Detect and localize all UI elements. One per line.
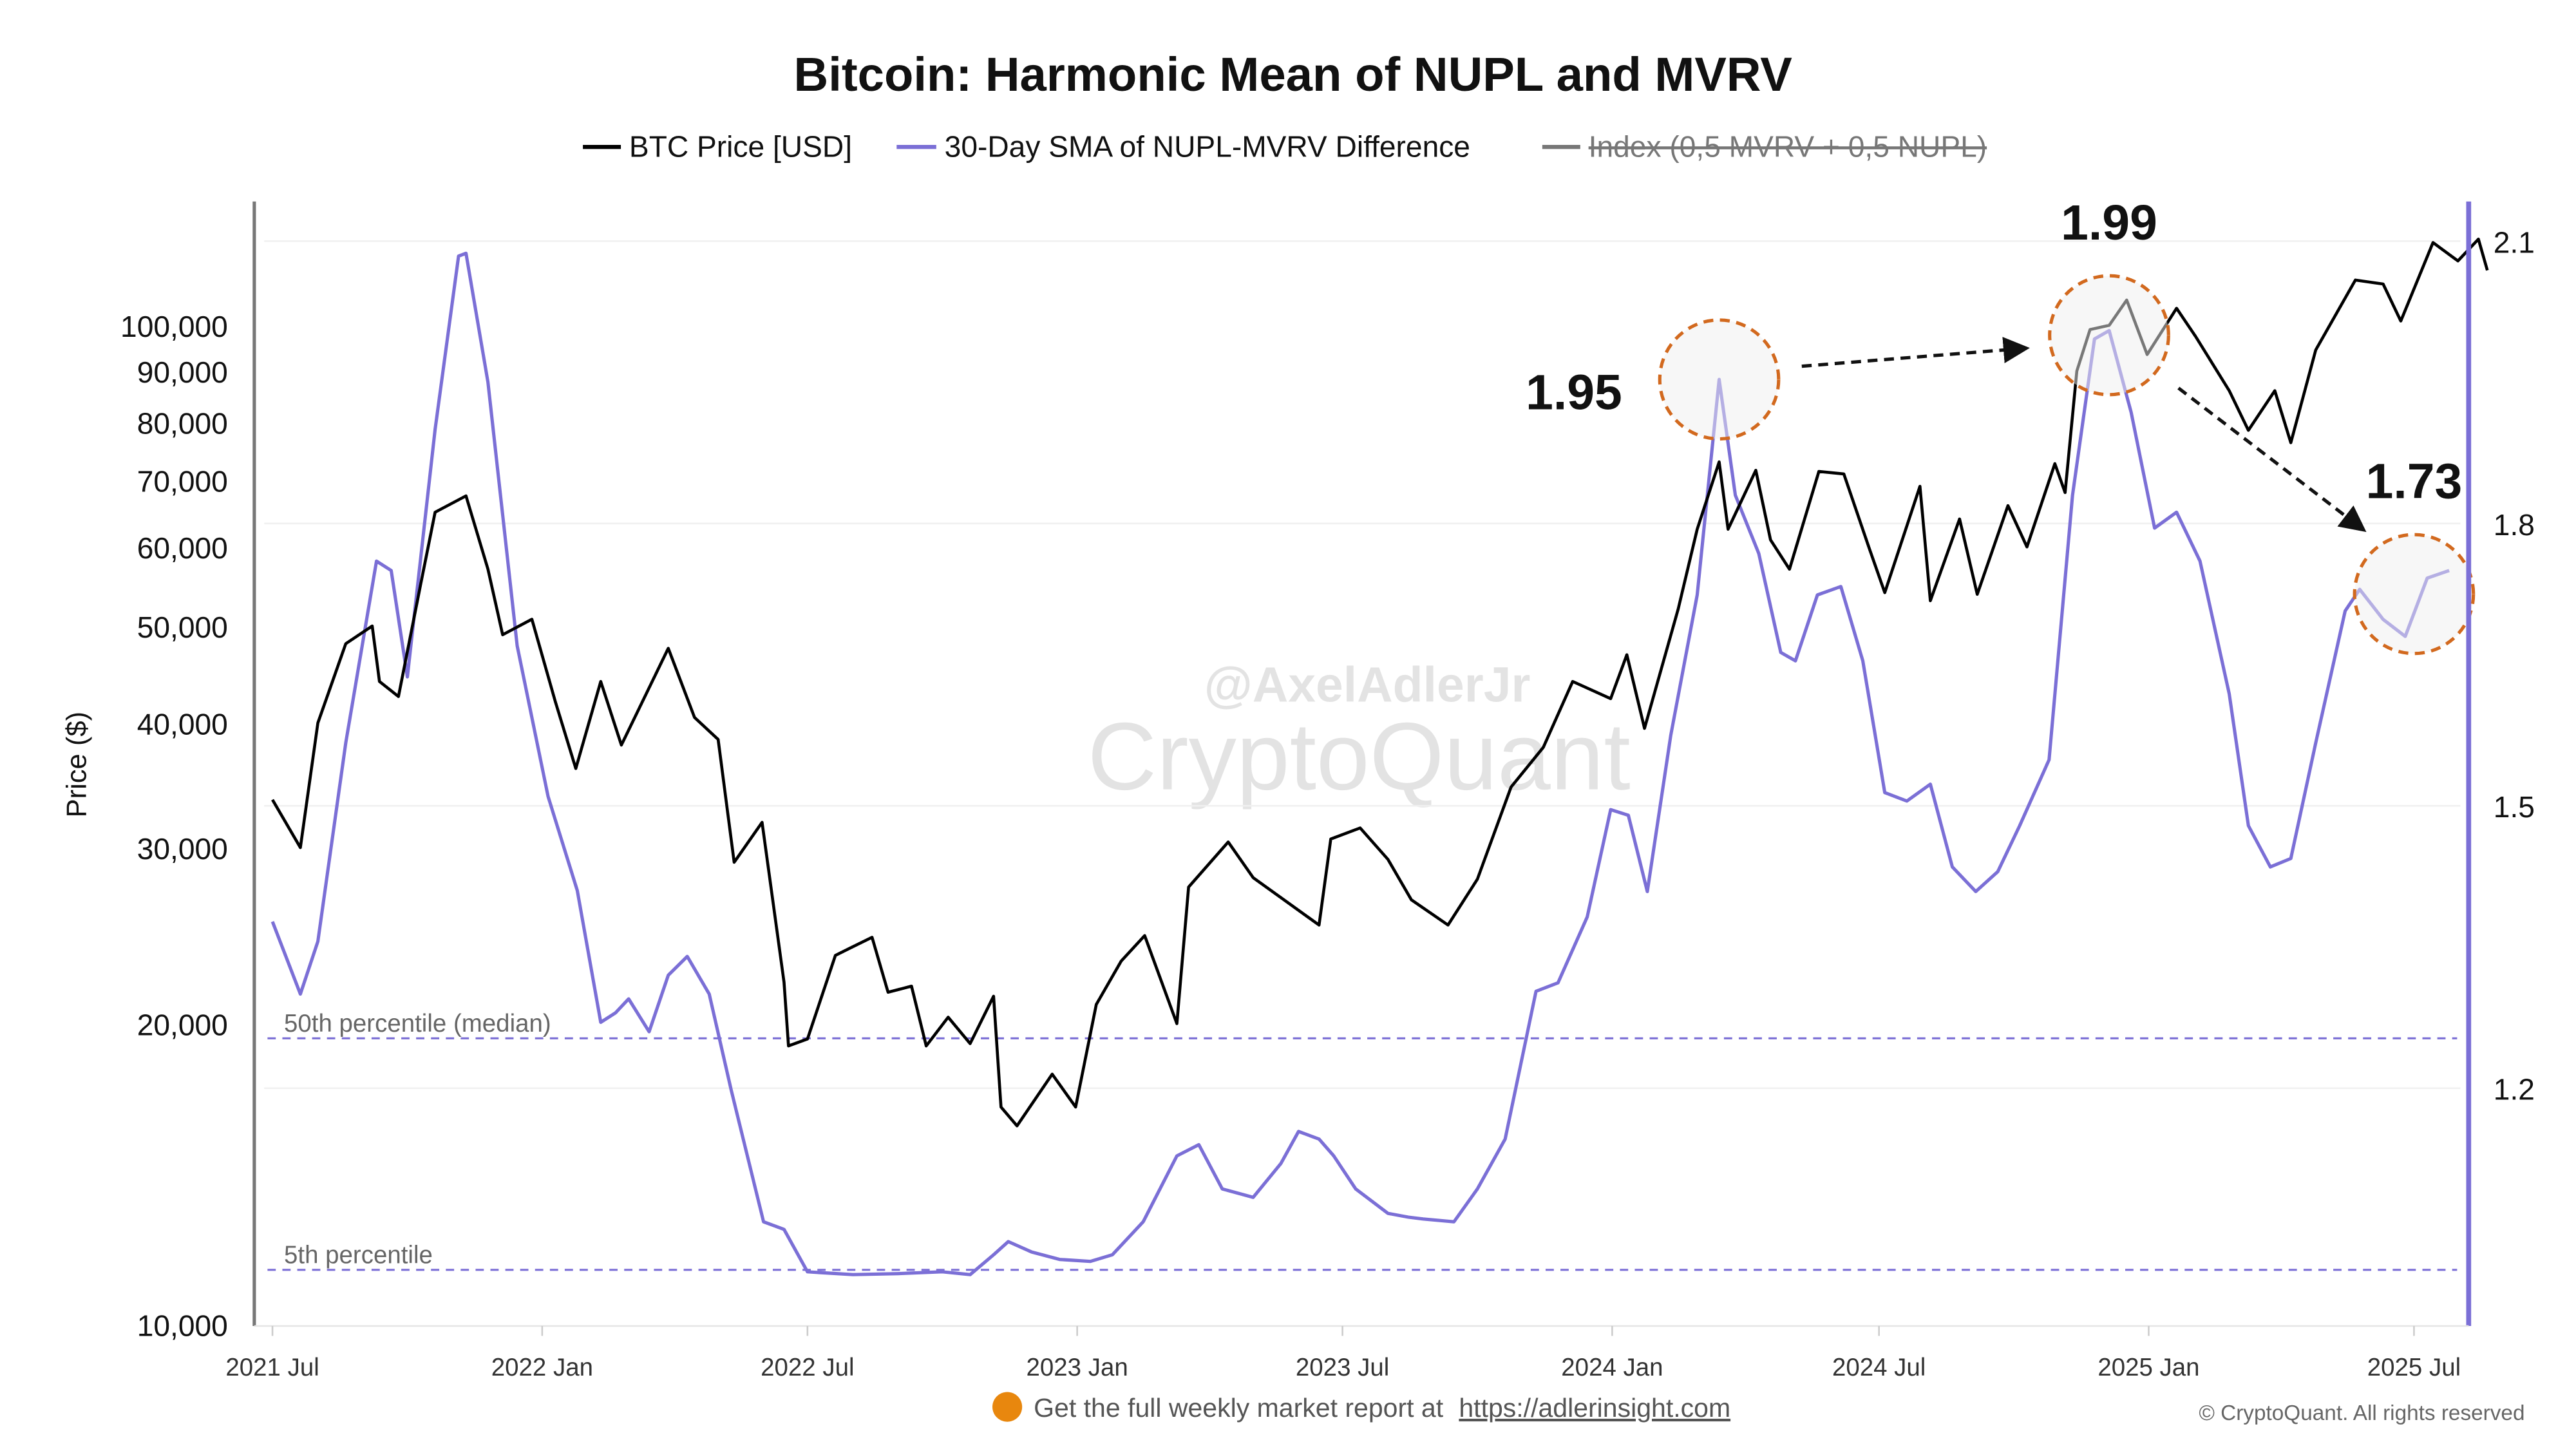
watermark-handle: @AxelAdlerJr bbox=[1204, 658, 1531, 713]
x-tick-label: 2024 Jan bbox=[1561, 1354, 1663, 1381]
x-axis: 2021 Jul 2022 Jan 2022 Jul 2023 Jan 2023 Jul… bbox=[225, 1325, 2461, 1381]
legend-label-index: Index (0,5 MVRV + 0,5 NUPL) bbox=[1589, 130, 1987, 164]
y-axis-right: 1.2 1.5 1.8 2.1 bbox=[2494, 225, 2535, 1106]
grid bbox=[264, 240, 2461, 1090]
annotation-arrow bbox=[2177, 386, 2367, 533]
x-tick-label: 2023 Jul bbox=[1296, 1354, 1389, 1381]
annotation-label: 1.95 bbox=[1526, 365, 1622, 420]
watermark: @AxelAdlerJr CryptoQuant bbox=[1088, 658, 1631, 810]
footer-promo-link[interactable]: https://adlerinsight.com bbox=[1459, 1393, 1730, 1423]
legend: BTC Price [USD] 30-Day SMA of NUPL-MVRV … bbox=[583, 130, 1987, 164]
y-axis-left-label: Price ($) bbox=[61, 712, 92, 818]
y-left-tick-label: 90,000 bbox=[137, 355, 228, 389]
y-right-tick-label: 1.2 bbox=[2494, 1073, 2535, 1106]
annotations: 1.95 1.99 1.73 bbox=[1526, 195, 2476, 656]
y-left-tick-label: 20,000 bbox=[137, 1008, 228, 1041]
x-tick-label: 2025 Jan bbox=[2098, 1354, 2199, 1381]
y-right-tick-label: 2.1 bbox=[2494, 225, 2535, 259]
legend-label-sma: 30-Day SMA of NUPL-MVRV Difference bbox=[945, 130, 1470, 164]
highlight-circle bbox=[1658, 318, 1781, 441]
annotation-label: 1.99 bbox=[2061, 195, 2157, 251]
chart-title: Bitcoin: Harmonic Mean of NUPL and MVRV bbox=[794, 48, 1793, 101]
x-tick-label: 2023 Jan bbox=[1027, 1354, 1128, 1381]
annotation-label: 1.73 bbox=[2366, 454, 2463, 509]
y-left-tick-label: 10,000 bbox=[137, 1309, 228, 1342]
y-left-tick-label: 30,000 bbox=[137, 832, 228, 866]
y-axis-left: 10,000 20,000 30,000 40,000 50,000 60,000 70,0… bbox=[120, 310, 228, 1342]
reference-lines: 50th percentile (median) 5th percentile bbox=[267, 1010, 2458, 1271]
y-left-tick-label: 70,000 bbox=[137, 464, 228, 498]
x-tick-label: 2022 Jan bbox=[491, 1354, 593, 1381]
legend-label-price: BTC Price [USD] bbox=[629, 130, 852, 164]
svg-text:Get the full weekly market rep: Get the full weekly market report at htt… bbox=[1034, 1393, 1730, 1423]
watermark-brand: CryptoQuant bbox=[1088, 703, 1631, 810]
x-tick-label: 2022 Jul bbox=[761, 1354, 854, 1381]
orange-dot-icon bbox=[992, 1392, 1023, 1422]
y-left-tick-label: 60,000 bbox=[137, 531, 228, 565]
x-tick-label: 2025 Jul bbox=[2367, 1354, 2461, 1381]
y-left-tick-label: 100,000 bbox=[120, 310, 228, 343]
legend-item-price[interactable]: BTC Price [USD] bbox=[583, 130, 852, 164]
legend-item-index[interactable]: Index (0,5 MVRV + 0,5 NUPL) bbox=[1542, 130, 1987, 164]
y-left-tick-label: 80,000 bbox=[137, 406, 228, 440]
footer-promo-text: Get the full weekly market report at bbox=[1034, 1393, 1444, 1423]
legend-item-sma[interactable]: 30-Day SMA of NUPL-MVRV Difference bbox=[896, 130, 1470, 164]
highlight-circle bbox=[2353, 533, 2476, 656]
y-left-tick-label: 40,000 bbox=[137, 707, 228, 741]
x-tick-label: 2021 Jul bbox=[225, 1354, 319, 1381]
y-right-tick-label: 1.5 bbox=[2494, 790, 2535, 824]
x-tick-label: 2024 Jul bbox=[1832, 1354, 1926, 1381]
y-left-tick-label: 50,000 bbox=[137, 611, 228, 644]
reference-line-label: 50th percentile (median) bbox=[284, 1010, 551, 1037]
highlight-circle bbox=[2048, 274, 2170, 397]
reference-line-label: 5th percentile bbox=[284, 1242, 433, 1269]
footer: Get the full weekly market report at htt… bbox=[992, 1392, 2525, 1425]
footer-copyright: © CryptoQuant. All rights reserved bbox=[2199, 1401, 2524, 1425]
y-right-tick-label: 1.8 bbox=[2494, 508, 2535, 542]
annotation-arrow bbox=[1801, 337, 2030, 368]
